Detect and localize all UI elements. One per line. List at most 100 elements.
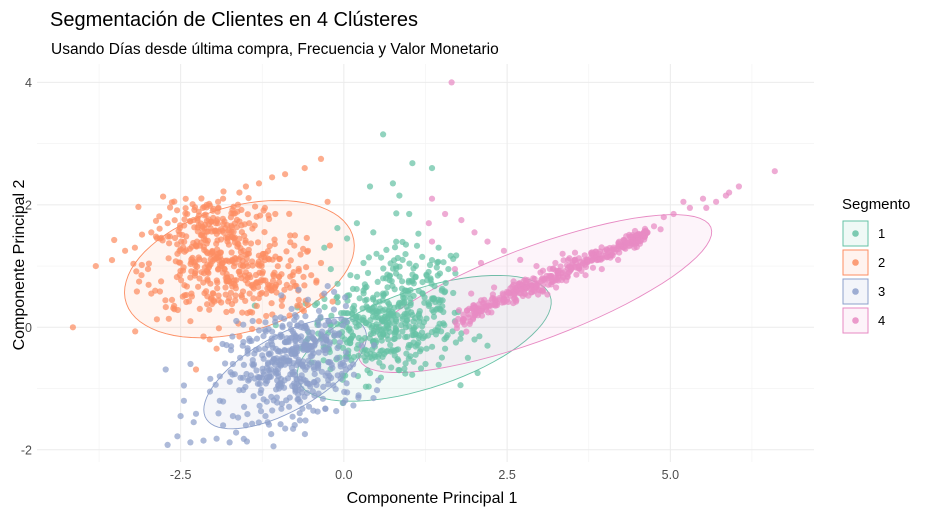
data-point — [190, 419, 197, 426]
data-point — [450, 289, 457, 297]
data-point — [299, 405, 306, 412]
data-point — [325, 377, 332, 384]
data-point — [192, 410, 200, 417]
data-point — [389, 309, 396, 316]
data-point — [363, 319, 370, 326]
data-point — [291, 232, 298, 239]
data-point — [260, 355, 267, 362]
data-point — [474, 369, 481, 377]
data-point — [361, 335, 368, 342]
data-point — [406, 260, 413, 267]
data-point — [407, 295, 414, 302]
data-point — [342, 303, 349, 310]
data-point — [179, 293, 186, 300]
data-point — [262, 250, 269, 257]
data-point — [410, 318, 417, 325]
data-point — [353, 323, 360, 330]
data-point — [315, 307, 323, 314]
data-point — [530, 275, 537, 282]
data-point — [391, 286, 398, 293]
data-point — [164, 441, 171, 448]
data-point — [540, 281, 547, 288]
data-point — [578, 267, 585, 274]
data-point — [554, 269, 562, 276]
data-point — [330, 382, 337, 389]
data-point — [419, 253, 426, 260]
data-point — [187, 260, 194, 267]
data-point — [265, 367, 272, 374]
data-point — [354, 273, 361, 280]
y-axis-title: Componente Principal 2 — [11, 180, 28, 351]
data-point — [549, 266, 556, 273]
data-point — [393, 318, 400, 325]
data-point — [370, 229, 377, 236]
data-point — [250, 295, 257, 302]
data-point — [207, 375, 214, 382]
data-point — [599, 255, 606, 262]
data-point — [370, 342, 378, 349]
data-point — [255, 295, 262, 302]
points-segment-2 — [69, 155, 336, 373]
legend-key-point — [852, 230, 859, 237]
data-point — [274, 348, 282, 355]
data-point — [215, 410, 222, 417]
data-point — [402, 334, 409, 341]
data-point — [581, 252, 588, 259]
data-point — [233, 317, 240, 325]
data-point — [253, 367, 260, 374]
data-point — [301, 431, 308, 438]
data-point — [376, 298, 383, 305]
data-point — [303, 234, 310, 242]
data-point — [342, 397, 349, 404]
data-point — [291, 349, 298, 357]
data-point — [295, 356, 302, 363]
data-point — [351, 302, 358, 309]
data-point — [215, 253, 222, 260]
data-point — [402, 241, 409, 248]
data-point — [334, 280, 341, 287]
data-point — [463, 328, 470, 335]
data-point — [393, 210, 400, 217]
data-point — [391, 335, 398, 342]
data-point — [539, 287, 547, 294]
data-point — [373, 250, 380, 257]
data-point — [174, 250, 181, 257]
data-point — [387, 260, 394, 267]
data-point — [606, 244, 613, 252]
data-point — [533, 263, 540, 270]
data-point — [279, 324, 286, 331]
data-point — [412, 351, 419, 358]
data-point — [177, 413, 184, 420]
data-point — [385, 336, 392, 343]
data-point — [247, 308, 254, 315]
y-tick-label: 2 — [25, 198, 32, 212]
data-point — [543, 276, 550, 283]
data-point — [283, 248, 290, 255]
data-point — [281, 384, 288, 391]
data-point — [305, 403, 313, 410]
data-point — [338, 315, 345, 322]
data-point — [249, 225, 256, 232]
data-point — [250, 393, 257, 400]
data-point — [301, 282, 308, 289]
data-point — [553, 284, 560, 291]
data-point — [228, 222, 235, 229]
data-point — [256, 402, 263, 409]
data-point — [240, 321, 247, 328]
data-point — [122, 247, 129, 254]
data-point — [324, 370, 331, 377]
data-point — [321, 290, 328, 297]
data-point — [324, 198, 331, 205]
data-point — [212, 220, 219, 227]
data-point — [247, 274, 254, 281]
data-point — [461, 321, 468, 328]
data-point — [331, 332, 338, 339]
data-point — [272, 253, 279, 260]
data-point — [236, 189, 243, 196]
data-point — [265, 212, 272, 219]
data-point — [131, 244, 138, 251]
points-segment-4 — [425, 79, 778, 335]
data-point — [250, 362, 257, 369]
data-point — [384, 298, 391, 305]
data-point — [476, 333, 483, 340]
